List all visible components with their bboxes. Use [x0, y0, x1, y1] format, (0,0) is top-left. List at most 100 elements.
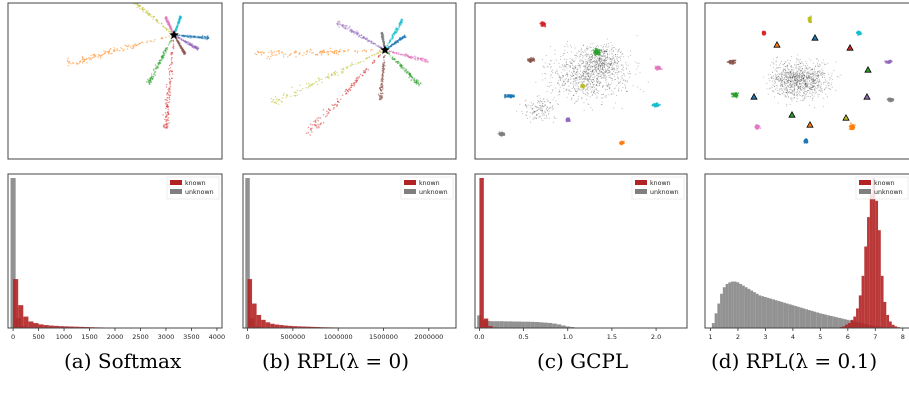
point — [655, 103, 658, 105]
point — [589, 61, 591, 63]
point — [578, 82, 580, 84]
point — [600, 45, 602, 47]
point — [154, 71, 157, 73]
point — [546, 110, 548, 112]
point — [780, 74, 782, 76]
point — [590, 59, 592, 61]
point — [597, 62, 599, 64]
point — [187, 41, 190, 43]
point — [309, 134, 311, 136]
point — [573, 68, 575, 70]
point — [574, 103, 576, 105]
point — [785, 75, 787, 77]
point — [657, 104, 660, 107]
point — [619, 81, 621, 83]
point — [567, 73, 569, 75]
point — [571, 75, 573, 78]
point — [828, 85, 830, 87]
point — [195, 46, 198, 48]
point — [168, 64, 171, 67]
point — [169, 82, 171, 84]
point — [344, 27, 346, 29]
point — [600, 65, 602, 67]
point — [621, 68, 623, 71]
point — [394, 42, 397, 44]
point — [529, 104, 531, 107]
point — [790, 86, 792, 89]
point — [780, 83, 782, 85]
point — [396, 29, 398, 32]
point — [790, 85, 792, 87]
point — [779, 88, 781, 90]
point — [534, 116, 536, 118]
point — [785, 83, 788, 85]
point — [557, 82, 559, 84]
point — [824, 81, 826, 83]
point — [801, 83, 803, 85]
point — [624, 87, 627, 89]
point — [587, 58, 590, 60]
point — [605, 51, 608, 53]
point — [791, 92, 794, 94]
point — [531, 105, 533, 107]
point — [558, 89, 561, 91]
point — [586, 46, 588, 48]
point — [592, 77, 594, 79]
point — [599, 58, 601, 60]
point — [574, 66, 576, 68]
point — [566, 74, 568, 76]
point — [131, 47, 133, 49]
point — [777, 75, 779, 78]
point — [803, 71, 805, 73]
point — [776, 56, 778, 58]
point — [799, 70, 801, 72]
point — [777, 78, 779, 80]
point — [383, 42, 385, 44]
point — [583, 78, 586, 80]
point — [812, 91, 814, 93]
point — [782, 74, 785, 76]
point — [608, 62, 610, 64]
point — [581, 51, 583, 53]
point — [149, 78, 152, 81]
point — [808, 89, 810, 91]
point — [787, 80, 789, 82]
point — [583, 109, 585, 112]
point — [550, 92, 552, 94]
point — [146, 12, 149, 15]
point — [574, 90, 577, 92]
point — [599, 65, 601, 67]
point — [606, 49, 608, 51]
point — [593, 90, 595, 93]
point — [541, 109, 543, 111]
point — [804, 91, 806, 93]
point — [831, 86, 833, 88]
point — [184, 52, 186, 55]
point — [818, 90, 820, 92]
point — [270, 55, 272, 58]
point — [189, 34, 192, 37]
point — [180, 47, 182, 50]
point — [150, 76, 153, 78]
point — [791, 69, 793, 71]
point — [617, 77, 619, 79]
point — [343, 24, 346, 27]
point — [321, 51, 324, 53]
point — [597, 81, 599, 83]
point — [796, 70, 798, 72]
point — [779, 79, 781, 81]
point — [612, 58, 614, 60]
point — [177, 21, 180, 24]
point — [611, 69, 613, 71]
point — [809, 76, 811, 79]
point — [609, 63, 611, 65]
point — [117, 49, 119, 52]
point — [612, 50, 614, 52]
point — [599, 60, 601, 62]
point — [404, 34, 406, 37]
point — [335, 50, 338, 52]
point — [797, 74, 799, 77]
point — [577, 50, 580, 52]
point — [592, 55, 594, 57]
point — [591, 86, 593, 89]
